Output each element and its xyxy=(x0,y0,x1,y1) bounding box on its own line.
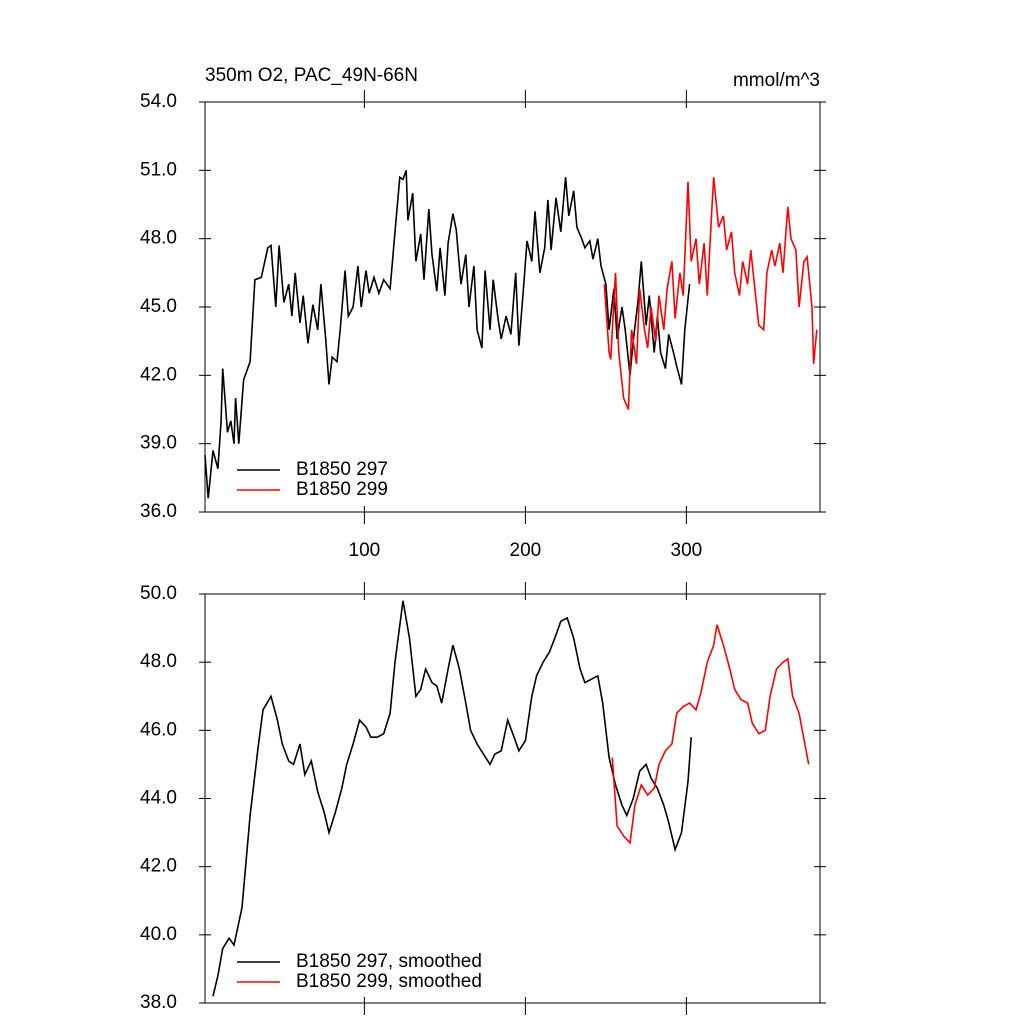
y-tick-label: 48.0 xyxy=(140,651,177,672)
legend-label: B1850 297, smoothed xyxy=(296,951,482,972)
x-tick-label: 200 xyxy=(510,540,542,561)
units-label: mmol/m^3 xyxy=(733,70,820,91)
y-tick-label: 38.0 xyxy=(140,992,177,1013)
y-tick-label: 46.0 xyxy=(140,719,177,740)
legend-label: B1850 299 xyxy=(296,479,388,500)
x-tick-label: 300 xyxy=(671,540,703,561)
series-line xyxy=(603,177,818,410)
chart-title: 350m O2, PAC_49N-66N xyxy=(205,65,418,86)
x-tick-label: 100 xyxy=(349,540,381,561)
y-tick-label: 50.0 xyxy=(140,583,177,604)
y-tick-label: 44.0 xyxy=(140,788,177,809)
y-tick-label: 54.0 xyxy=(140,91,177,112)
y-tick-label: 36.0 xyxy=(140,501,177,522)
plot-frame xyxy=(204,593,821,1004)
legend-label: B1850 297 xyxy=(296,459,388,480)
series-line xyxy=(212,600,692,997)
y-tick-label: 40.0 xyxy=(140,924,177,945)
series-line xyxy=(204,170,691,499)
y-tick-label: 42.0 xyxy=(140,856,177,877)
y-tick-label: 45.0 xyxy=(140,296,177,317)
y-tick-label: 48.0 xyxy=(140,228,177,249)
series-line xyxy=(611,624,810,845)
legend-label: B1850 299, smoothed xyxy=(296,971,482,992)
y-tick-label: 39.0 xyxy=(140,433,177,454)
y-tick-label: 42.0 xyxy=(140,364,177,385)
y-tick-label: 51.0 xyxy=(140,159,177,180)
